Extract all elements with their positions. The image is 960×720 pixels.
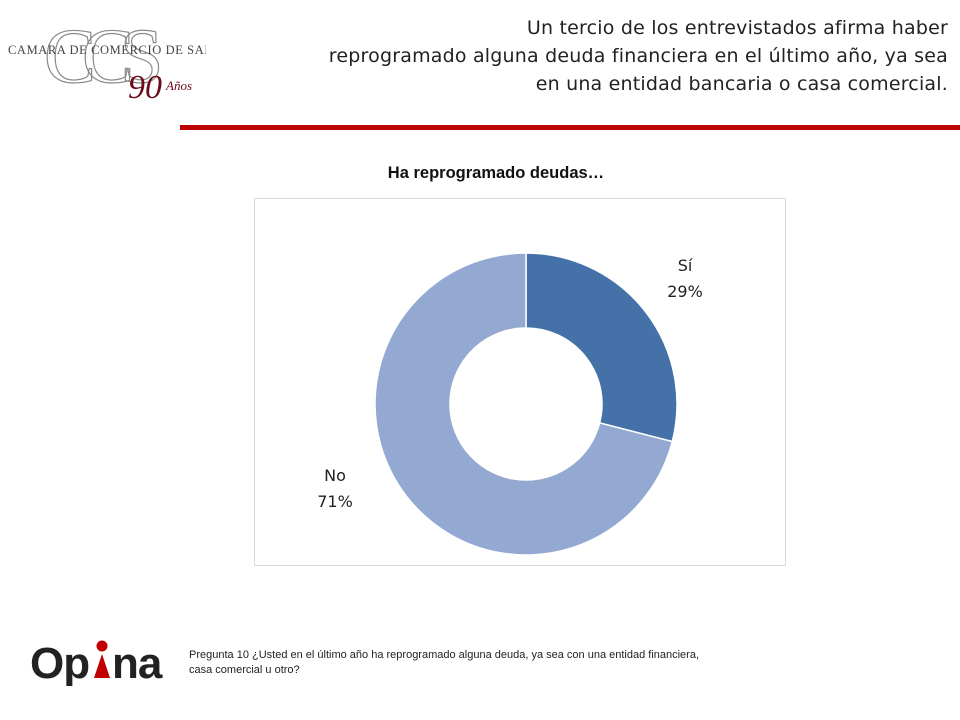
footnote-line-1: Pregunta 10 ¿Usted en el último año ha r…	[189, 649, 700, 661]
slice-si	[525, 252, 678, 443]
svg-text:na: na	[112, 639, 163, 686]
slice-no	[374, 252, 674, 556]
svg-text:90: 90	[128, 69, 162, 106]
headline-line-1: Un tercio de los entrevistados afirma ha…	[526, 17, 948, 39]
svg-text:Años: Años	[165, 78, 192, 93]
question-footnote: Pregunta 10 ¿Usted en el último año ha r…	[189, 648, 829, 678]
svg-text:CAMARA DE COMERCIO DE SANTIAGO: CAMARA DE COMERCIO DE SANTIAGO	[8, 43, 206, 57]
slice-label-category-0: Sí	[678, 256, 693, 275]
donut-chart: Sí 29% No 71%	[317, 252, 703, 556]
chart-frame: Sí 29% No 71%	[254, 198, 786, 566]
footnote-line-2: casa comercial u otro?	[189, 664, 300, 676]
header-divider	[180, 125, 960, 130]
opina-logo: Op na	[30, 639, 164, 686]
svg-text:Op: Op	[30, 639, 89, 686]
ccs-logo: CCS CAMARA DE COMERCIO DE SANTIAGO 90 Añ…	[8, 14, 206, 106]
headline-line-2: reprogramado alguna deuda financiera en …	[328, 45, 948, 67]
slice-label-category-1: No	[324, 466, 346, 485]
slice-label-value-1: 71%	[317, 492, 353, 511]
headline: Un tercio de los entrevistados afirma ha…	[308, 14, 948, 98]
chart-title: Ha reprogramado deudas…	[387, 164, 605, 182]
headline-line-3: en una entidad bancaria o casa comercial…	[535, 73, 948, 95]
slice-label-value-0: 29%	[667, 282, 703, 301]
